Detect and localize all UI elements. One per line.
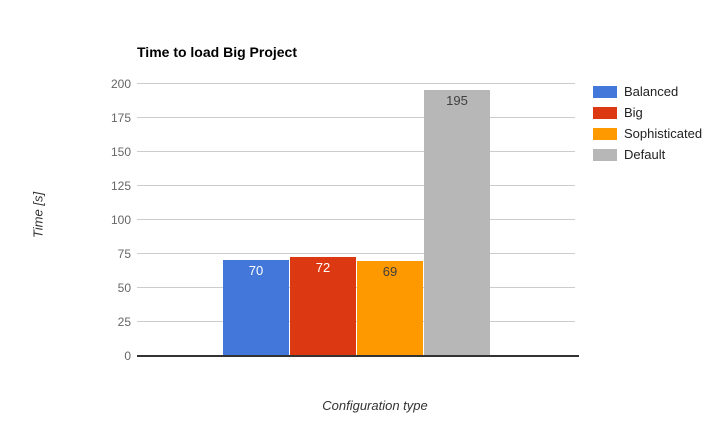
gridline-100 [137, 219, 575, 220]
bar-value-label: 72 [315, 260, 331, 275]
y-axis-title: Time [s] [30, 191, 46, 239]
y-tick-label-0: 0 [124, 349, 131, 363]
legend-swatch-icon [593, 85, 617, 98]
legend-swatch-icon [593, 106, 617, 119]
bar-value-label: 69 [382, 264, 398, 279]
legend-swatch-icon [593, 148, 617, 161]
bar-big: 72 [290, 257, 356, 355]
y-tick-label-100: 100 [110, 213, 131, 227]
legend-label: Balanced [624, 84, 679, 99]
legend-item-sophisticated: Sophisticated [593, 126, 703, 141]
x-axis-title: Configuration type [322, 398, 428, 413]
y-tick-label-125: 125 [110, 179, 131, 193]
bar-balanced: 70 [223, 260, 289, 355]
plot-area: 0 25 50 75 100 125 150 175 200 70 72 69 195 [111, 78, 580, 362]
legend-label: Sophisticated [624, 126, 703, 141]
y-tick-label-200: 200 [110, 77, 131, 91]
chart-title: Time to load Big Project [137, 44, 297, 60]
legend-swatch-icon [593, 127, 617, 140]
legend-item-big: Big [593, 105, 702, 120]
y-tick-label-50: 50 [117, 281, 131, 295]
legend-item-balanced: Balanced [593, 84, 702, 99]
legend-label: Default [624, 147, 666, 162]
gridline-175 [137, 117, 575, 118]
bar-default: 195 [424, 90, 490, 355]
gridline-125 [137, 185, 575, 186]
y-tick-label-150: 150 [110, 145, 131, 159]
gridline-75 [137, 253, 575, 254]
gridline-50 [137, 287, 575, 288]
bar-value-label: 70 [248, 263, 264, 278]
legend-item-default: Default [593, 147, 702, 162]
legend-label: Big [624, 105, 643, 120]
gridline-150 [137, 151, 575, 152]
y-tick-label-25: 25 [117, 315, 131, 329]
legend: Balanced Big Sophisticated Default [593, 84, 703, 169]
x-axis-line [137, 355, 580, 357]
y-tick-label-175: 175 [110, 111, 131, 125]
bar-value-label: 195 [446, 93, 468, 108]
bar-sophisticated: 69 [357, 261, 423, 355]
gridline-25 [137, 321, 575, 322]
y-tick-label-75: 75 [117, 247, 131, 261]
gridline-200 [137, 83, 575, 84]
